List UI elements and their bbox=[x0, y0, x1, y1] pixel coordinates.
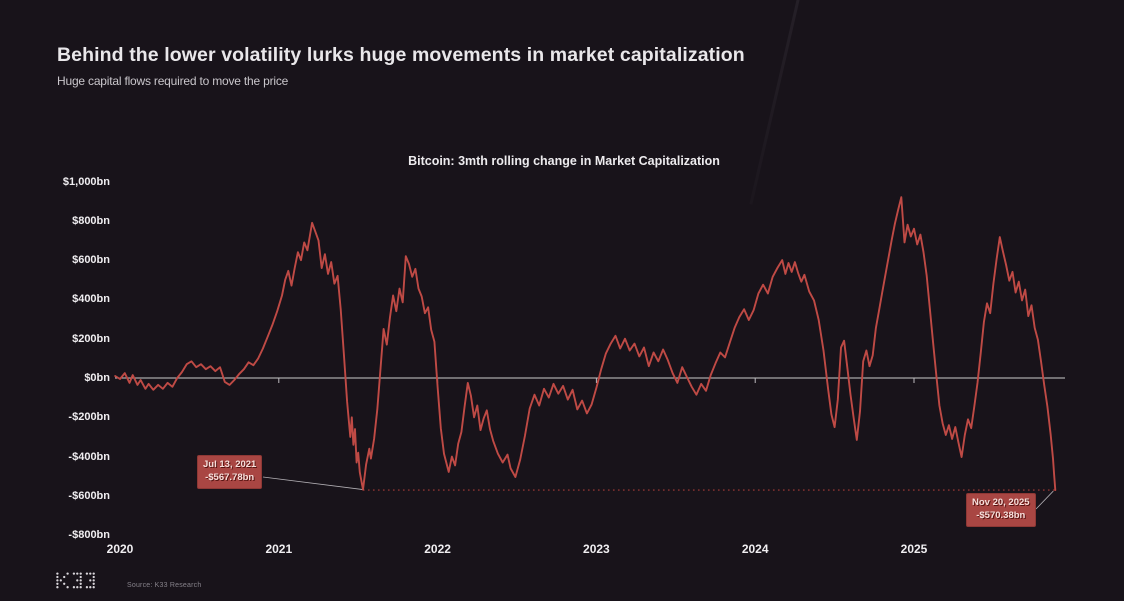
y-axis-label: $400bn bbox=[72, 293, 110, 306]
logo-dot bbox=[59, 579, 62, 582]
annotation-nov-2025: Nov 20, 2025 -$570.38bn bbox=[966, 493, 1036, 527]
logo-dot bbox=[92, 572, 95, 575]
y-axis-label: $1,000bn bbox=[62, 175, 110, 188]
k33-logo-icon bbox=[56, 572, 95, 589]
logo-dot bbox=[79, 582, 82, 585]
logo-dot bbox=[85, 586, 89, 589]
annotation-date: Jul 13, 2021 bbox=[203, 459, 257, 470]
logo-dot bbox=[92, 575, 95, 579]
x-axis-label: 2022 bbox=[424, 542, 451, 556]
logo-dot bbox=[66, 572, 69, 575]
y-axis-label: -$400bn bbox=[68, 450, 110, 463]
annotation-value: -$567.78bn bbox=[205, 471, 255, 483]
logo-dot bbox=[56, 575, 59, 579]
chart-title: Bitcoin: 3mth rolling change in Market C… bbox=[408, 154, 720, 168]
series-line bbox=[114, 196, 1057, 492]
logo-dot bbox=[72, 572, 76, 575]
logo-dot bbox=[76, 586, 79, 589]
annotation-value: -$570.38bn bbox=[976, 509, 1026, 521]
logo-dot bbox=[72, 586, 76, 589]
logo-dot bbox=[56, 582, 59, 585]
y-axis-label: $0bn bbox=[84, 372, 110, 384]
logo-dot bbox=[79, 579, 82, 582]
leader-line-nov-2025 bbox=[1035, 490, 1054, 510]
logo-dot bbox=[56, 586, 59, 589]
logo-dot bbox=[56, 572, 59, 575]
y-axis-label: $800bn bbox=[72, 214, 110, 227]
logo-dot bbox=[79, 586, 82, 589]
logo-dot bbox=[56, 579, 59, 582]
y-axis-label: -$800bn bbox=[68, 529, 110, 542]
leader-line-jul-2021 bbox=[262, 476, 364, 490]
x-axis-label: 2025 bbox=[900, 542, 928, 556]
source-credit: Source: K33 Research bbox=[127, 582, 202, 589]
logo-dot bbox=[92, 582, 95, 585]
logo-dot bbox=[76, 572, 79, 575]
page-title: Behind the lower volatility lurks huge m… bbox=[57, 44, 745, 66]
logo-dot bbox=[92, 586, 95, 589]
logo-dot bbox=[79, 572, 82, 575]
logo-dot bbox=[63, 582, 66, 585]
x-axis-label: 2023 bbox=[583, 542, 610, 556]
y-axis-label: -$200bn bbox=[68, 411, 110, 424]
logo-dot bbox=[89, 579, 92, 582]
logo-dot bbox=[76, 579, 79, 582]
y-axis-label: $200bn bbox=[72, 332, 110, 345]
y-axis-label: $600bn bbox=[72, 254, 110, 267]
logo-dot bbox=[66, 586, 69, 589]
x-axis-label: 2020 bbox=[106, 542, 134, 556]
annotation-date: Nov 20, 2025 bbox=[972, 497, 1030, 508]
logo-dot bbox=[85, 572, 89, 575]
logo-dot bbox=[89, 572, 92, 575]
x-axis-label: 2021 bbox=[265, 542, 293, 556]
x-axis-label: 2024 bbox=[741, 542, 769, 556]
y-axis-label: -$600bn bbox=[68, 489, 110, 502]
footer bbox=[56, 572, 98, 590]
annotation-jul-2021: Jul 13, 2021 -$567.78bn bbox=[197, 455, 263, 489]
header: Behind the lower volatility lurks huge m… bbox=[57, 44, 745, 88]
page-subtitle: Huge capital flows required to move the … bbox=[57, 74, 289, 88]
logo-dot bbox=[63, 575, 66, 579]
logo-dot bbox=[92, 579, 95, 582]
logo-dot bbox=[79, 575, 82, 579]
logo-dot bbox=[89, 586, 92, 589]
